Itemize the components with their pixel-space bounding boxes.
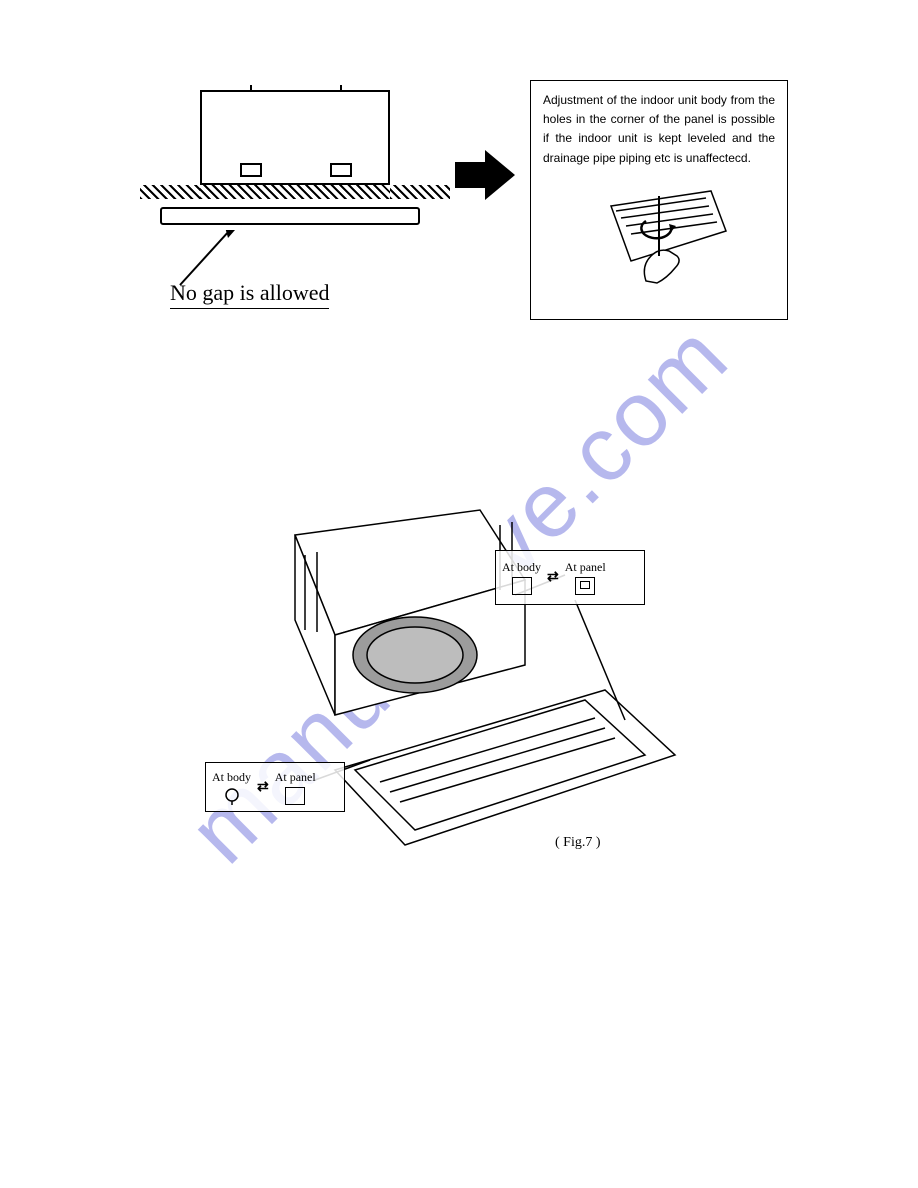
ceiling-mount-diagram: No gap is allowed — [140, 85, 430, 330]
indoor-unit-body — [200, 90, 390, 185]
connector-callout-right: At body ⇄ At panel — [495, 550, 645, 605]
mounting-nut — [240, 163, 262, 177]
connector-panel-icon — [575, 577, 595, 595]
fig7-caption: ( Fig.7 ) — [555, 835, 601, 851]
no-gap-label: No gap is allowed — [170, 280, 329, 309]
label-at-body: At body — [212, 770, 251, 785]
connector-body-icon — [222, 787, 242, 805]
adjustment-info-box: Adjustment of the indoor unit body from … — [530, 80, 788, 320]
label-at-body: At body — [502, 560, 541, 575]
ceiling-hatch — [200, 185, 390, 199]
label-at-panel: At panel — [275, 770, 316, 785]
mounting-nut — [330, 163, 352, 177]
ceiling-panel — [160, 207, 420, 225]
info-text: Adjustment of the indoor unit body from … — [543, 93, 775, 165]
label-at-panel: At panel — [565, 560, 606, 575]
arrow-icon — [455, 150, 515, 200]
ceiling-hatch — [140, 185, 200, 199]
double-arrow-icon: ⇄ — [547, 569, 559, 586]
corner-hole-diagram — [591, 186, 731, 296]
ceiling-hatch — [390, 185, 450, 199]
connector-callout-left: At body ⇄ At panel — [205, 762, 345, 812]
double-arrow-icon: ⇄ — [257, 779, 269, 796]
fig7-assembly-diagram: At body ⇄ At panel At body ⇄ At panel — [205, 500, 705, 870]
connector-panel-icon — [285, 787, 305, 805]
connector-body-icon — [512, 577, 532, 595]
